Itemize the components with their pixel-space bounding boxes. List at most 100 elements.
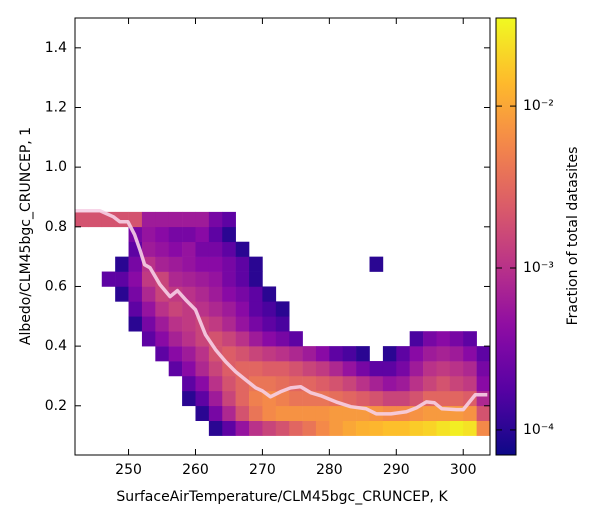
- heat-cell: [396, 346, 410, 362]
- heat-cell: [141, 301, 156, 317]
- colorbar: [495, 17, 517, 456]
- heat-cell: [463, 420, 477, 436]
- heat-cell: [182, 361, 196, 377]
- heat-cell: [262, 405, 277, 421]
- heat-cell: [476, 375, 491, 392]
- heat-cell: [168, 226, 183, 243]
- heat-cell: [423, 375, 437, 392]
- heat-cell: [436, 346, 451, 362]
- heat-cell: [275, 346, 290, 362]
- heat-cell: [208, 271, 223, 287]
- heat-cell: [302, 361, 317, 377]
- heat-cell: [315, 361, 330, 377]
- heat-cell: [155, 211, 170, 228]
- heat-cell: [235, 256, 250, 272]
- heat-cell: [155, 346, 170, 362]
- heat-cell: [289, 405, 303, 421]
- heat-cell: [141, 271, 156, 287]
- heat-cell: [208, 241, 223, 257]
- heat-cell: [423, 361, 437, 377]
- heat-cell: [463, 361, 477, 377]
- heat-cell: [168, 361, 183, 377]
- heat-cell: [182, 375, 196, 392]
- heat-cell: [262, 286, 277, 302]
- heat-cell: [208, 301, 223, 317]
- heat-cell: [235, 271, 250, 287]
- heat-cell: [249, 316, 263, 332]
- heat-cell: [128, 256, 143, 272]
- heat-cell: [369, 375, 384, 392]
- heat-cell: [222, 256, 236, 272]
- y-tick-label: 0.6: [45, 278, 67, 294]
- heat-cell: [436, 331, 451, 347]
- heat-cell: [463, 405, 477, 421]
- heat-cell: [182, 331, 196, 347]
- heat-cell: [463, 375, 477, 392]
- heat-cell: [275, 405, 290, 421]
- heat-cell: [262, 316, 277, 332]
- heat-cell: [182, 316, 196, 332]
- x-tick-label: 250: [115, 462, 142, 478]
- heat-cell: [222, 241, 236, 257]
- heat-cell: [195, 405, 210, 421]
- heat-cell: [396, 375, 410, 392]
- heat-cell: [195, 256, 210, 272]
- heat-cell: [235, 420, 250, 436]
- y-tick-label: 1.0: [45, 159, 67, 175]
- heat-cell: [195, 361, 210, 377]
- heat-cell: [329, 420, 344, 436]
- heat-cell: [275, 331, 290, 347]
- heat-cell: [463, 331, 477, 347]
- mean-line: [75, 208, 488, 416]
- heat-cell: [141, 316, 156, 332]
- heat-cell: [182, 256, 196, 272]
- heat-cell: [168, 211, 183, 228]
- heat-cell: [369, 420, 384, 436]
- heat-cell: [235, 301, 250, 317]
- heat-cell: [222, 375, 236, 392]
- heat-cell: [155, 331, 170, 347]
- heat-cell: [289, 361, 303, 377]
- heat-cell: [342, 390, 357, 407]
- heat-cell: [222, 211, 236, 228]
- heat-cell: [356, 390, 370, 407]
- heat-cell: [449, 331, 464, 347]
- heat-cell: [249, 286, 263, 302]
- heat-cell: [382, 361, 397, 377]
- heat-cell: [302, 405, 317, 421]
- heat-cell: [208, 346, 223, 362]
- heat-cell: [235, 316, 250, 332]
- heat-cell: [101, 271, 116, 287]
- heat-cell: [222, 286, 236, 302]
- x-tick-label: 290: [383, 462, 410, 478]
- heat-cell: [168, 331, 183, 347]
- heat-cell: [235, 286, 250, 302]
- heat-cell: [476, 361, 491, 377]
- heat-cell: [249, 256, 263, 272]
- heat-cell: [195, 301, 210, 317]
- heat-cell: [356, 420, 370, 436]
- heat-cell: [382, 346, 397, 362]
- heat-cell: [289, 420, 303, 436]
- colorbar-tick-label: 10⁻⁴: [523, 422, 554, 438]
- heat-cell: [449, 390, 464, 407]
- heat-cell: [315, 420, 330, 436]
- heat-cell: [115, 256, 129, 272]
- heat-cell: [262, 346, 277, 362]
- heat-cell: [75, 211, 89, 228]
- heat-cell: [155, 301, 170, 317]
- heat-cell: [329, 405, 344, 421]
- heat-cell: [275, 420, 290, 436]
- heat-cell: [249, 271, 263, 287]
- heat-cell: [342, 361, 357, 377]
- heat-cell: [249, 390, 263, 407]
- heat-cell: [449, 420, 464, 436]
- heat-cell: [222, 361, 236, 377]
- heat-cell: [182, 241, 196, 257]
- colorbar-tick-label: 10⁻²: [523, 98, 554, 114]
- y-axis-label: Albedo/CLM45bgc_CRUNCEP, 1: [18, 127, 34, 345]
- heat-cell: [449, 361, 464, 377]
- heat-cell: [235, 405, 250, 421]
- heat-cell: [342, 375, 357, 392]
